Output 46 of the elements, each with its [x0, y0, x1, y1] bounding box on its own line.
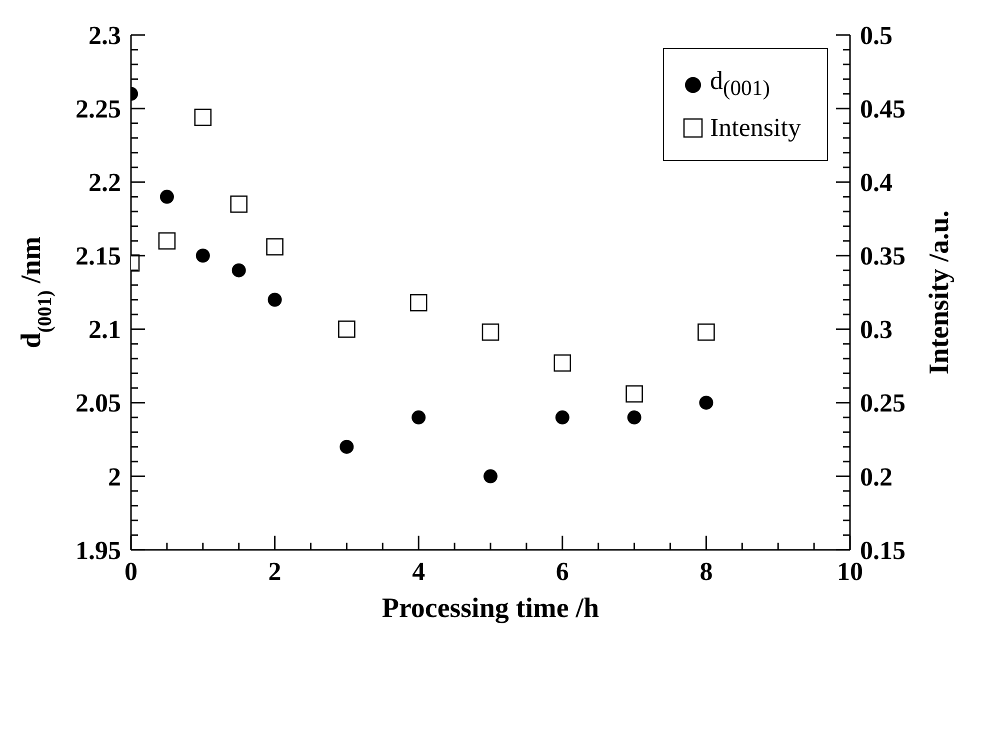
point: [699, 396, 714, 410]
y2-tick-label: 0.4: [860, 168, 892, 198]
legend-label: d$_{(001)}$: [710, 65, 770, 102]
point: [627, 410, 642, 424]
y-tick-label: 2.05: [76, 388, 121, 418]
y2-tick-label: 0.2: [860, 462, 892, 492]
point: [482, 323, 500, 341]
point: [268, 292, 282, 307]
y-tick-label: 2.15: [76, 242, 121, 271]
x-tick-label: 4: [412, 556, 426, 586]
y-tick-label: 2.1: [88, 315, 121, 344]
x-tick-label: 6: [556, 556, 569, 586]
x-tick-label: 10: [837, 556, 863, 586]
point: [230, 196, 248, 213]
legend-label: Intensity: [710, 112, 801, 144]
x-tick-label: 2: [268, 556, 282, 586]
y2-tick-label: 0.5: [860, 21, 892, 50]
y2-axis-title: Intensity /a.u.: [924, 210, 955, 374]
y-tick-label: 2: [108, 462, 121, 492]
point: [340, 440, 354, 454]
y2-tick-label: 0.15: [860, 536, 906, 565]
x-tick-label: 8: [700, 556, 713, 586]
y-tick-label: 2.3: [88, 21, 121, 50]
point: [554, 354, 572, 372]
point: [410, 294, 428, 312]
point: [555, 410, 570, 424]
point: [232, 263, 246, 278]
y2-tick-label: 0.3: [860, 315, 892, 344]
point: [194, 108, 212, 126]
y2-tick-label: 0.35: [860, 242, 906, 271]
y-tick-label: 2.25: [76, 94, 121, 124]
y-tick-label: 1.95: [76, 536, 121, 565]
point: [196, 248, 210, 263]
y2-tick-label: 0.25: [860, 388, 906, 418]
point: [698, 323, 715, 341]
point: [484, 469, 498, 484]
point: [626, 385, 643, 403]
point: [266, 238, 284, 256]
point: [158, 232, 176, 250]
point: [338, 320, 356, 338]
y2-tick-label: 0.45: [860, 94, 906, 124]
y-tick-label: 2.2: [88, 168, 121, 198]
x-tick-label: 0: [124, 556, 138, 586]
point: [160, 190, 174, 204]
point: [412, 410, 426, 424]
x-axis-title: Processing time /h: [382, 592, 600, 624]
